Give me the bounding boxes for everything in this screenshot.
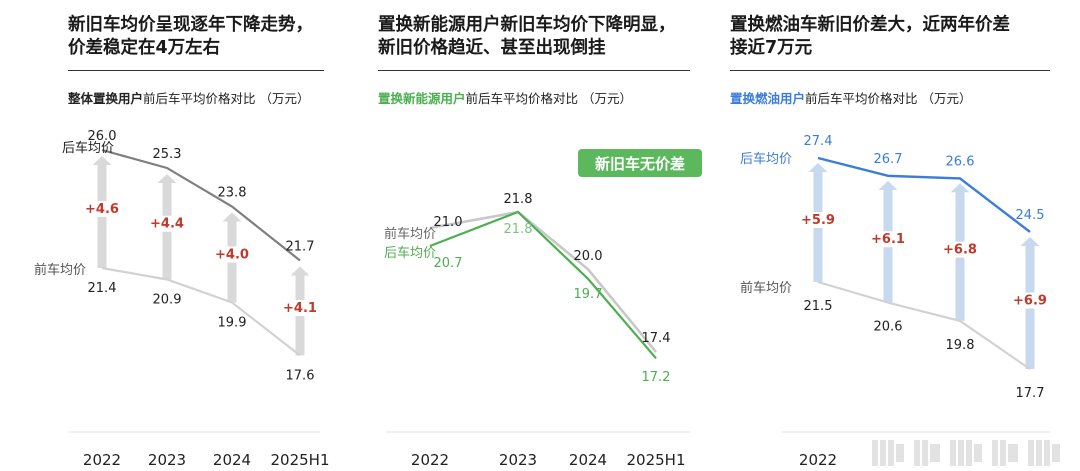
diff-label-bg: [216, 246, 248, 263]
data-label-after: 19.7: [574, 287, 603, 302]
subtitle-rest: 前后车平均价格对比 （万元）: [805, 91, 972, 106]
no-gap-badge: [578, 149, 702, 177]
series-line-before: [101, 266, 301, 357]
data-label-before: 21.0: [434, 215, 463, 230]
data-label-after: 26.0: [88, 129, 117, 144]
diff-label-bg: [284, 299, 316, 316]
subtitle-rest: 前后车平均价格对比 （万元）: [143, 91, 310, 106]
diff-label-bg: [151, 215, 183, 232]
diff-label-bg: [1014, 292, 1046, 309]
data-label-before: 21.8: [504, 192, 533, 207]
series-line-before: [429, 210, 658, 353]
data-label-after: 24.5: [1016, 208, 1045, 223]
legend-label-before: 前车均价: [34, 262, 86, 278]
data-label-after: 20.7: [434, 256, 463, 271]
diff-label: +4.6: [85, 202, 119, 217]
data-label-after: 21.7: [286, 240, 315, 255]
title-divider: [378, 70, 690, 71]
data-label-after: 26.7: [874, 152, 903, 167]
subtitle-highlight: 置换新能源用户: [378, 91, 466, 106]
panel-subtitle: 置换新能源用户前后车平均价格对比 （万元）: [378, 88, 632, 107]
diff-label: +6.9: [1013, 293, 1047, 308]
series-line-after: [101, 148, 301, 262]
data-label-before: 20.0: [574, 249, 603, 264]
data-label-after: 27.4: [804, 134, 833, 149]
watermark-logo: [866, 434, 1080, 471]
panel-subtitle: 整体置换用户前后车平均价格对比 （万元）: [68, 88, 310, 107]
panel-title: 置换燃油车新旧价差大，近两年价差 接近7万元: [730, 15, 1010, 58]
data-label-before: 21.4: [88, 281, 117, 296]
subtitle-highlight: 置换燃油用户: [730, 91, 806, 106]
diff-label: +5.9: [801, 213, 835, 228]
x-tick-label: 2024: [569, 451, 607, 469]
data-label-before: 20.9: [153, 293, 182, 308]
data-label-after: 23.8: [218, 186, 247, 201]
diff-label: +4.0: [215, 248, 249, 263]
panel-subtitle: 置换燃油用户前后车平均价格对比 （万元）: [730, 88, 972, 107]
no-gap-badge-label: 新旧车无价差: [595, 155, 685, 173]
x-tick-label: 2022: [411, 451, 449, 469]
series-line-before: [817, 280, 1031, 370]
data-label-before: 20.6: [874, 320, 903, 335]
data-label-after: 26.6: [946, 154, 975, 169]
legend-label-before: 前车均价: [740, 280, 792, 296]
series-line-after: [429, 210, 657, 359]
diff-label-bg: [86, 201, 118, 217]
data-label-after: 25.3: [153, 147, 182, 162]
x-tick-label: 2025H1: [627, 451, 686, 469]
diff-label: +4.4: [150, 217, 184, 232]
x-tick-label: 2024: [213, 451, 251, 469]
x-tick-label: 2025H1: [271, 451, 330, 469]
x-tick-label: 2023: [148, 451, 186, 469]
x-tick-label: 2023: [499, 451, 537, 469]
diff-label: +4.1: [283, 301, 317, 316]
diff-label-bg: [802, 212, 834, 228]
x-tick-label: 2022: [83, 451, 121, 469]
diff-label-bg: [872, 231, 904, 248]
panel-title: 置换新能源用户新旧车均价下降明显， 新旧价格趋近、甚至出现倒挂: [378, 15, 676, 58]
panel-overall: 新旧车均价呈现逐年下降走势， 价差稳定在4万左右 整体置换用户前后车平均价格对比…: [68, 0, 408, 471]
title-divider: [730, 70, 1050, 71]
legend-label-before: 前车均价: [384, 226, 436, 242]
subtitle-highlight: 整体置换用户: [68, 91, 144, 106]
data-label-before: 19.8: [946, 338, 975, 353]
data-label-before: 21.5: [804, 299, 833, 314]
title-divider: [68, 70, 324, 71]
diff-label-bg: [944, 241, 976, 258]
diff-label: +6.1: [871, 232, 905, 247]
panel-ice: 置换燃油车新旧价差大，近两年价差 接近7万元 置换燃油用户前后车平均价格对比 （…: [730, 0, 1070, 471]
data-label-before: 17.6: [286, 368, 315, 383]
panel-title: 新旧车均价呈现逐年下降走势， 价差稳定在4万左右: [68, 15, 313, 58]
legend-label-after: 后车均价: [740, 151, 792, 167]
legend-label-after: 后车均价: [384, 245, 436, 261]
data-label-before: 17.4: [642, 331, 671, 346]
x-tick-label: 2022: [799, 451, 837, 469]
data-label-before: 19.9: [218, 316, 247, 331]
subtitle-rest: 前后车平均价格对比 （万元）: [465, 91, 632, 106]
series-line-after: [817, 156, 1031, 233]
data-label-after: 21.8: [504, 222, 533, 237]
legend-label-after: 后车均价: [62, 140, 114, 156]
diff-label: +6.8: [943, 243, 977, 258]
panel-nev: 置换新能源用户新旧车均价下降明显， 新旧价格趋近、甚至出现倒挂 置换新能源用户前…: [378, 0, 718, 471]
data-label-after: 17.2: [642, 370, 671, 385]
data-label-before: 17.7: [1016, 386, 1045, 401]
